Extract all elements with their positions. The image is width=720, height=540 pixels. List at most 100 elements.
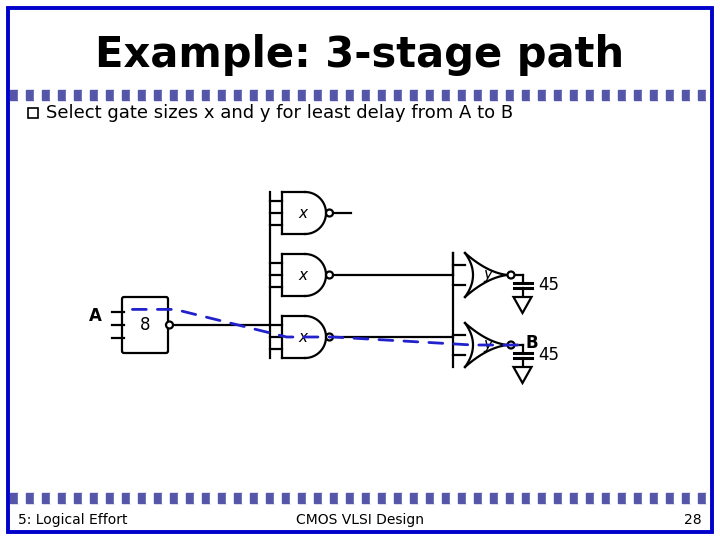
Bar <box>18 90 26 100</box>
Bar <box>586 493 594 503</box>
Bar <box>394 493 402 503</box>
Bar <box>322 90 330 100</box>
Bar <box>154 90 162 100</box>
Bar <box>354 493 362 503</box>
Bar <box>114 493 122 503</box>
Bar <box>98 493 106 503</box>
Bar <box>666 90 674 100</box>
Bar <box>218 90 226 100</box>
Bar <box>202 493 210 503</box>
Bar <box>586 90 594 100</box>
Bar <box>546 493 554 503</box>
Bar <box>410 493 418 503</box>
Bar <box>42 493 50 503</box>
Bar <box>674 493 682 503</box>
Bar <box>482 493 490 503</box>
Bar <box>514 493 522 503</box>
Bar <box>402 90 410 100</box>
Circle shape <box>326 272 333 279</box>
Bar <box>386 493 394 503</box>
Bar <box>162 493 170 503</box>
Bar <box>114 90 122 100</box>
Bar <box>394 90 402 100</box>
Bar <box>618 493 626 503</box>
Bar <box>626 493 634 503</box>
Bar <box>34 90 42 100</box>
Bar <box>338 493 346 503</box>
Bar <box>234 90 242 100</box>
Bar <box>610 493 618 503</box>
Bar <box>74 493 82 503</box>
Bar <box>554 493 562 503</box>
Bar <box>634 493 642 503</box>
Bar <box>138 493 146 503</box>
Bar <box>314 90 322 100</box>
FancyBboxPatch shape <box>122 297 168 353</box>
Bar <box>538 493 546 503</box>
Bar <box>658 90 666 100</box>
Bar <box>186 493 194 503</box>
Text: CMOS VLSI Design: CMOS VLSI Design <box>296 513 424 527</box>
Bar <box>634 90 642 100</box>
Bar <box>402 493 410 503</box>
Bar <box>570 493 578 503</box>
Bar <box>290 493 298 503</box>
Bar <box>514 90 522 100</box>
Bar <box>642 90 650 100</box>
Bar <box>450 493 458 503</box>
Bar <box>274 90 282 100</box>
Bar <box>666 493 674 503</box>
Bar <box>18 493 26 503</box>
Bar <box>370 90 378 100</box>
Bar <box>282 493 290 503</box>
Bar <box>242 90 250 100</box>
Bar <box>258 493 266 503</box>
Bar <box>154 493 162 503</box>
Bar <box>442 90 450 100</box>
Bar <box>346 493 354 503</box>
Bar <box>362 493 370 503</box>
Bar <box>82 493 90 503</box>
Bar <box>442 493 450 503</box>
Bar <box>706 90 714 100</box>
Text: 28: 28 <box>685 513 702 527</box>
Bar <box>250 493 258 503</box>
Bar <box>242 493 250 503</box>
Bar <box>378 493 386 503</box>
Bar <box>194 493 202 503</box>
Text: 45: 45 <box>539 346 559 364</box>
Bar <box>306 493 314 503</box>
Bar <box>658 493 666 503</box>
Text: 5: Logical Effort: 5: Logical Effort <box>18 513 127 527</box>
Bar <box>298 90 306 100</box>
Bar <box>66 90 74 100</box>
Bar <box>10 90 18 100</box>
Bar <box>58 90 66 100</box>
Bar <box>266 493 274 503</box>
Bar <box>178 90 186 100</box>
Bar <box>426 90 434 100</box>
Bar <box>650 90 658 100</box>
Text: y: y <box>484 267 492 282</box>
Bar <box>146 493 154 503</box>
Bar <box>594 493 602 503</box>
Bar <box>522 90 530 100</box>
Bar <box>226 493 234 503</box>
Bar <box>410 90 418 100</box>
Bar <box>74 90 82 100</box>
Bar <box>594 90 602 100</box>
Bar <box>106 90 114 100</box>
Bar <box>698 90 706 100</box>
Bar <box>50 90 58 100</box>
Text: x: x <box>299 206 307 220</box>
Bar <box>458 493 466 503</box>
Bar <box>298 493 306 503</box>
Bar <box>210 493 218 503</box>
Bar <box>218 493 226 503</box>
Bar <box>458 90 466 100</box>
Polygon shape <box>513 367 531 383</box>
Bar <box>698 493 706 503</box>
Bar <box>690 493 698 503</box>
Bar <box>426 493 434 503</box>
Bar <box>306 90 314 100</box>
